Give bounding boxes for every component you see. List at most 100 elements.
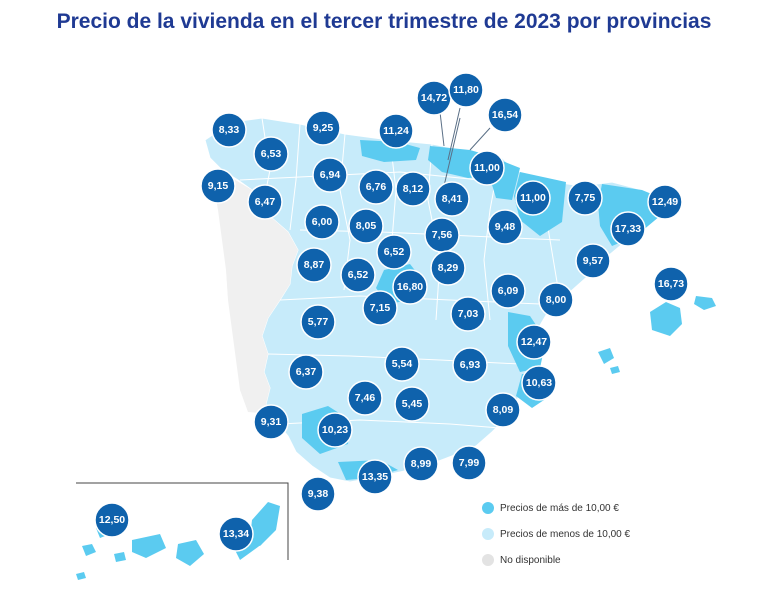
price-label: 9,15 xyxy=(208,180,229,192)
price-bubble: 12,49 xyxy=(647,184,683,220)
price-bubble: 7,03 xyxy=(450,296,486,332)
price-label: 11,24 xyxy=(383,125,409,137)
price-bubble: 11,00 xyxy=(515,180,551,216)
legend-swatch-high xyxy=(482,502,494,514)
price-bubble: 8,29 xyxy=(430,250,466,286)
price-bubble: 8,99 xyxy=(403,446,439,482)
price-label: 10,23 xyxy=(322,424,348,436)
legend: Precios de más de 10,00 € Precios de men… xyxy=(482,502,631,566)
price-bubble: 11,00 xyxy=(469,150,505,186)
canary-islands xyxy=(76,502,280,580)
price-bubble: 7,56 xyxy=(424,217,460,253)
price-bubble: 8,05 xyxy=(348,208,384,244)
price-bubble: 7,99 xyxy=(451,445,487,481)
balearic-formentera xyxy=(610,366,620,374)
price-bubble: 6,76 xyxy=(358,169,394,205)
legend-label-low: Precios de menos de 10,00 € xyxy=(500,529,631,540)
price-label: 16,80 xyxy=(397,281,423,293)
map-title: Precio de la vivienda en el tercer trime… xyxy=(56,10,712,33)
price-label: 5,54 xyxy=(392,358,413,370)
price-label: 6,37 xyxy=(296,366,317,378)
balearic-ibiza xyxy=(598,348,614,364)
price-label: 7,15 xyxy=(370,302,391,314)
legend-label-high: Precios de más de 10,00 € xyxy=(500,503,619,514)
legend-swatch-low xyxy=(482,528,494,540)
price-label: 11,00 xyxy=(520,192,546,204)
price-bubble: 6,52 xyxy=(376,234,412,270)
price-bubble: 6,00 xyxy=(304,204,340,240)
price-bubble: 8,00 xyxy=(538,282,574,318)
price-label: 11,00 xyxy=(474,162,500,174)
price-bubble: 10,63 xyxy=(521,365,557,401)
price-bubble: 5,54 xyxy=(384,346,420,382)
price-bubble: 8,12 xyxy=(395,171,431,207)
price-label: 13,35 xyxy=(362,471,388,483)
price-label: 8,12 xyxy=(403,183,424,195)
balearic-mallorca xyxy=(650,302,682,336)
price-label: 6,52 xyxy=(348,269,369,281)
price-label: 16,54 xyxy=(492,109,518,121)
price-bubble: 6,52 xyxy=(340,257,376,293)
price-label: 7,03 xyxy=(458,308,479,320)
price-label: 6,47 xyxy=(255,196,276,208)
price-label: 8,00 xyxy=(546,294,567,306)
price-label: 10,63 xyxy=(526,377,552,389)
price-bubble: 5,45 xyxy=(394,386,430,422)
price-label: 17,33 xyxy=(615,223,641,235)
price-bubble: 13,34 xyxy=(218,516,254,552)
price-bubble: 6,47 xyxy=(247,184,283,220)
price-label: 16,73 xyxy=(658,278,684,290)
price-label: 9,57 xyxy=(583,255,604,267)
price-label: 8,99 xyxy=(411,458,432,470)
price-label: 5,45 xyxy=(402,398,423,410)
price-bubble: 6,37 xyxy=(288,354,324,390)
price-bubble: 12,47 xyxy=(516,324,552,360)
price-bubble: 9,15 xyxy=(200,168,236,204)
price-label: 9,38 xyxy=(308,488,329,500)
price-bubble: 11,80 xyxy=(448,72,484,108)
legend-label-na: No disponible xyxy=(500,555,561,566)
price-bubble: 9,48 xyxy=(487,209,523,245)
price-bubble: 16,80 xyxy=(392,269,428,305)
price-label: 8,87 xyxy=(304,259,325,271)
price-bubble: 8,41 xyxy=(434,181,470,217)
price-label: 12,47 xyxy=(521,336,547,348)
price-label: 7,46 xyxy=(355,392,376,404)
balearic-menorca xyxy=(694,296,716,310)
price-label: 9,25 xyxy=(313,122,334,134)
price-label: 11,80 xyxy=(453,84,479,96)
price-label: 6,94 xyxy=(320,169,341,181)
price-bubble: 13,35 xyxy=(357,459,393,495)
price-label: 8,09 xyxy=(493,404,514,416)
legend-item-na: No disponible xyxy=(482,554,561,566)
price-bubble: 16,73 xyxy=(653,266,689,302)
price-label: 6,00 xyxy=(312,216,333,228)
price-bubble: 6,94 xyxy=(312,157,348,193)
price-bubble: 6,53 xyxy=(253,136,289,172)
canary-inset-frame xyxy=(76,482,289,560)
price-bubble: 6,09 xyxy=(490,273,526,309)
legend-swatch-na xyxy=(482,554,494,566)
portugal xyxy=(214,172,298,414)
price-bubble: 17,33 xyxy=(610,211,646,247)
price-bubble: 7,15 xyxy=(362,290,398,326)
price-bubble: 9,57 xyxy=(575,243,611,279)
price-label: 5,77 xyxy=(308,316,329,328)
price-label: 12,50 xyxy=(99,514,125,526)
price-label: 12,49 xyxy=(652,196,678,208)
price-label: 14,72 xyxy=(421,92,447,104)
price-label: 8,33 xyxy=(219,124,240,136)
price-bubble: 8,87 xyxy=(296,247,332,283)
leader-lines xyxy=(439,107,491,187)
price-bubble: 11,24 xyxy=(378,113,414,149)
price-bubble: 9,38 xyxy=(300,476,336,512)
price-bubble: 8,33 xyxy=(211,112,247,148)
legend-item-high: Precios de más de 10,00 € xyxy=(482,502,619,514)
price-label: 13,34 xyxy=(223,528,249,540)
price-bubble: 7,46 xyxy=(347,380,383,416)
price-bubble: 7,75 xyxy=(567,180,603,216)
price-label: 6,93 xyxy=(460,359,481,371)
price-bubble: 5,77 xyxy=(300,304,336,340)
price-label: 6,76 xyxy=(366,181,387,193)
